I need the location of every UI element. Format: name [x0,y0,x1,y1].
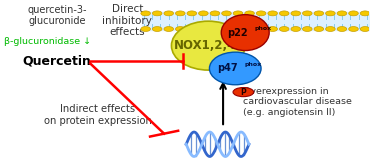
Ellipse shape [360,11,370,16]
Ellipse shape [175,11,185,16]
Text: phox: phox [245,62,262,67]
Ellipse shape [256,27,266,31]
Text: NOX1,2,4: NOX1,2,4 [174,39,236,52]
Ellipse shape [302,27,312,31]
Text: quercetin-3-
glucuronide: quercetin-3- glucuronide [27,5,87,27]
Ellipse shape [172,21,245,70]
Circle shape [233,88,254,97]
Text: Direct
inhibitory
effects: Direct inhibitory effects [102,4,152,37]
Ellipse shape [198,11,208,16]
Ellipse shape [141,11,150,16]
Text: phox: phox [254,26,271,31]
Ellipse shape [141,27,150,31]
Text: p47: p47 [218,63,238,74]
Ellipse shape [349,27,358,31]
Text: Quercetin: Quercetin [23,55,91,68]
Ellipse shape [221,15,269,51]
Ellipse shape [152,27,162,31]
Ellipse shape [175,27,185,31]
Ellipse shape [314,27,324,31]
Ellipse shape [325,27,335,31]
Ellipse shape [209,52,261,85]
Ellipse shape [187,27,197,31]
Ellipse shape [187,11,197,16]
Ellipse shape [268,11,277,16]
Ellipse shape [222,11,231,16]
Ellipse shape [360,27,370,31]
Ellipse shape [337,27,347,31]
Ellipse shape [279,27,289,31]
Text: p22: p22 [228,28,248,38]
Ellipse shape [349,11,358,16]
Ellipse shape [291,11,301,16]
Ellipse shape [222,27,231,31]
Ellipse shape [279,11,289,16]
Ellipse shape [233,11,243,16]
Ellipse shape [268,27,277,31]
Text: β-glucuronidase ↓: β-glucuronidase ↓ [4,37,91,46]
Ellipse shape [337,11,347,16]
Ellipse shape [245,27,254,31]
Ellipse shape [233,27,243,31]
Ellipse shape [164,27,174,31]
Text: Overexpression in
cardiovascular disease
(e.g. angiotensin II): Overexpression in cardiovascular disease… [243,87,352,117]
Ellipse shape [302,11,312,16]
Ellipse shape [198,27,208,31]
Ellipse shape [245,11,254,16]
Ellipse shape [152,11,162,16]
Ellipse shape [164,11,174,16]
Ellipse shape [256,11,266,16]
Ellipse shape [325,11,335,16]
Text: Indirect effects
on protein expression: Indirect effects on protein expression [44,104,152,126]
Ellipse shape [291,27,301,31]
Ellipse shape [210,27,220,31]
Ellipse shape [314,11,324,16]
Ellipse shape [210,11,220,16]
Text: P: P [240,88,246,97]
